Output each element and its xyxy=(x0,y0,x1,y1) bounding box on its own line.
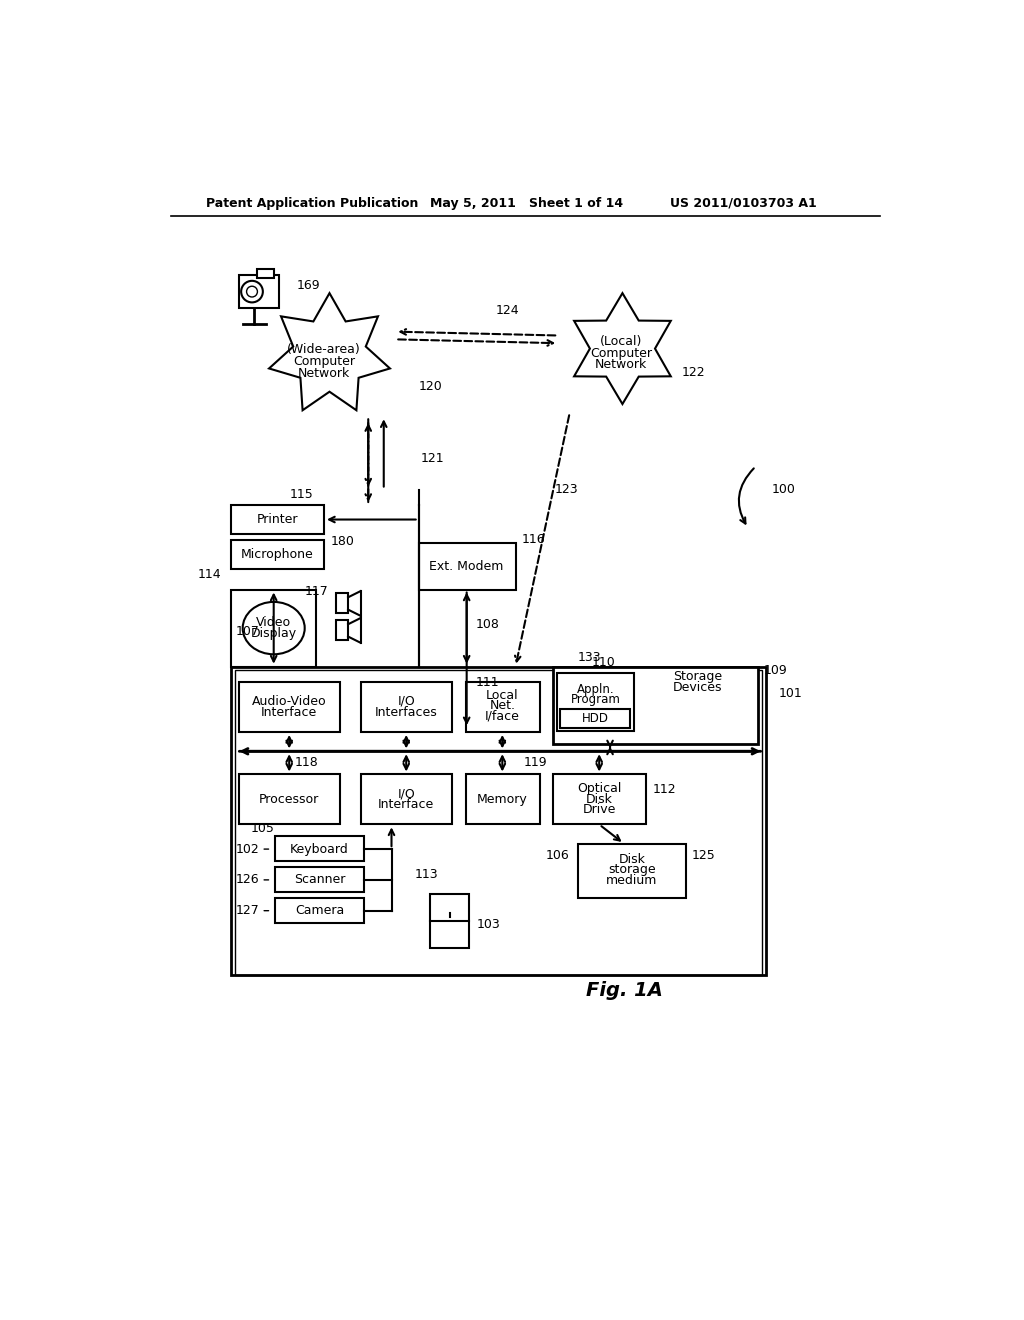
Text: 110: 110 xyxy=(592,656,615,669)
Text: Disk: Disk xyxy=(586,792,612,805)
Bar xyxy=(234,671,762,974)
Text: 113: 113 xyxy=(415,869,438,880)
Bar xyxy=(275,898,365,923)
Text: Interface: Interface xyxy=(378,797,434,810)
Bar xyxy=(239,775,340,825)
Text: 123: 123 xyxy=(554,483,578,496)
Bar xyxy=(275,867,365,892)
Bar xyxy=(560,709,630,729)
Text: Computer: Computer xyxy=(293,355,355,368)
Text: Interfaces: Interfaces xyxy=(375,705,437,718)
Bar xyxy=(231,506,324,535)
Text: 117: 117 xyxy=(304,585,328,598)
Text: medium: medium xyxy=(606,874,657,887)
Bar xyxy=(578,843,686,898)
Text: Network: Network xyxy=(595,358,647,371)
Text: Audio-Video: Audio-Video xyxy=(252,694,327,708)
Text: 115: 115 xyxy=(289,488,313,502)
Bar xyxy=(239,682,340,733)
Text: 105: 105 xyxy=(251,822,274,834)
Text: 101: 101 xyxy=(779,686,803,700)
Text: I/O: I/O xyxy=(397,787,415,800)
Text: 100: 100 xyxy=(771,483,795,496)
Text: 125: 125 xyxy=(691,849,715,862)
Text: Microphone: Microphone xyxy=(242,548,314,561)
Text: Patent Application Publication: Patent Application Publication xyxy=(206,197,418,210)
Text: Keyboard: Keyboard xyxy=(290,842,349,855)
Bar xyxy=(430,894,469,948)
Text: 122: 122 xyxy=(682,366,706,379)
Bar xyxy=(231,667,766,974)
Text: storage: storage xyxy=(608,863,655,876)
Text: Memory: Memory xyxy=(477,792,527,805)
Text: Camera: Camera xyxy=(295,904,344,917)
Text: Optical: Optical xyxy=(577,781,622,795)
Text: 120: 120 xyxy=(419,380,442,393)
Text: 107: 107 xyxy=(236,626,260,639)
Text: Local: Local xyxy=(486,689,518,702)
Text: Devices: Devices xyxy=(673,681,722,694)
Bar xyxy=(360,682,452,733)
Bar xyxy=(466,775,540,825)
Text: Program: Program xyxy=(570,693,621,706)
Text: 106: 106 xyxy=(546,849,569,862)
Text: 119: 119 xyxy=(523,756,547,770)
Text: Net.: Net. xyxy=(489,700,515,713)
Text: Computer: Computer xyxy=(590,347,652,360)
Text: 133: 133 xyxy=(578,651,601,664)
Text: 126: 126 xyxy=(237,874,260,887)
Text: Drive: Drive xyxy=(583,804,615,816)
Bar xyxy=(557,673,634,730)
Text: Disk: Disk xyxy=(618,853,645,866)
Text: 180: 180 xyxy=(331,535,355,548)
Text: 116: 116 xyxy=(521,533,546,546)
Bar xyxy=(466,682,540,733)
Text: Storage: Storage xyxy=(673,671,722,684)
Bar xyxy=(553,667,758,743)
Text: 111: 111 xyxy=(475,676,499,689)
Text: HDD: HDD xyxy=(582,711,609,725)
Text: Processor: Processor xyxy=(259,792,319,805)
Text: Appln.: Appln. xyxy=(577,684,614,696)
Text: 103: 103 xyxy=(477,917,501,931)
Bar xyxy=(336,594,348,614)
Text: I/face: I/face xyxy=(485,709,520,722)
Text: 124: 124 xyxy=(496,305,519,317)
Text: (Wide-area): (Wide-area) xyxy=(287,343,360,356)
Text: I/O: I/O xyxy=(397,694,415,708)
Text: 121: 121 xyxy=(421,453,444,465)
Bar xyxy=(419,544,515,590)
Text: Fig. 1A: Fig. 1A xyxy=(586,981,663,999)
Text: US 2011/0103703 A1: US 2011/0103703 A1 xyxy=(671,197,817,210)
Bar xyxy=(239,276,280,308)
Text: 102: 102 xyxy=(236,842,260,855)
Text: 114: 114 xyxy=(198,568,221,581)
Bar xyxy=(360,775,452,825)
Text: Network: Network xyxy=(298,367,350,380)
Bar xyxy=(336,620,348,640)
Text: May 5, 2011   Sheet 1 of 14: May 5, 2011 Sheet 1 of 14 xyxy=(430,197,624,210)
Text: Ext. Modem: Ext. Modem xyxy=(429,560,504,573)
Text: (Local): (Local) xyxy=(600,335,642,348)
Text: Display: Display xyxy=(251,627,297,640)
Text: 112: 112 xyxy=(652,783,676,796)
Text: 109: 109 xyxy=(764,664,787,677)
Bar xyxy=(275,836,365,862)
Text: 118: 118 xyxy=(295,756,318,770)
Bar xyxy=(231,540,324,569)
Text: Video: Video xyxy=(256,616,291,630)
Bar xyxy=(257,268,274,277)
Text: Scanner: Scanner xyxy=(294,874,345,887)
Text: 127: 127 xyxy=(236,904,260,917)
Bar xyxy=(553,775,646,825)
Text: Interface: Interface xyxy=(261,705,317,718)
Text: 108: 108 xyxy=(475,618,499,631)
Bar xyxy=(231,590,316,667)
Text: 169: 169 xyxy=(297,279,321,292)
Text: Printer: Printer xyxy=(257,513,298,527)
